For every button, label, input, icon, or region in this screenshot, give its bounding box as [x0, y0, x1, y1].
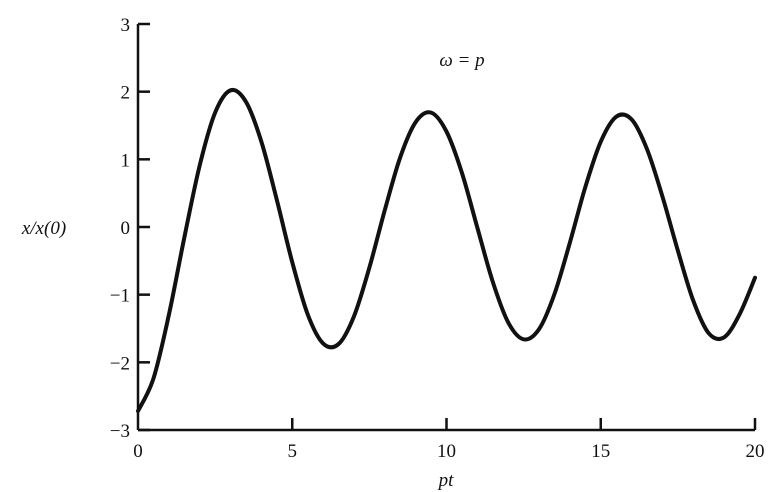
- y-tick-label: 3: [121, 15, 131, 36]
- y-tick-label: −2: [110, 353, 130, 374]
- series-line: [136, 87, 757, 414]
- x-axis-title: pt: [437, 470, 455, 491]
- y-tick-label: 1: [121, 150, 131, 171]
- y-tick-label: 0: [121, 218, 131, 239]
- axes: [136, 22, 757, 432]
- x-tick-label: 10: [437, 441, 456, 462]
- x-tick-label: 5: [288, 441, 298, 462]
- x-tick-label: 20: [746, 441, 765, 462]
- y-tick-label: −1: [110, 286, 130, 307]
- y-tick-label: −3: [110, 421, 130, 442]
- y-tick-label: 2: [121, 83, 131, 104]
- x-tick-label: 0: [133, 441, 143, 462]
- y-axis-title: x/x(0): [21, 218, 66, 239]
- annotation: ω = p: [439, 50, 484, 71]
- x-tick-label: 15: [591, 441, 610, 462]
